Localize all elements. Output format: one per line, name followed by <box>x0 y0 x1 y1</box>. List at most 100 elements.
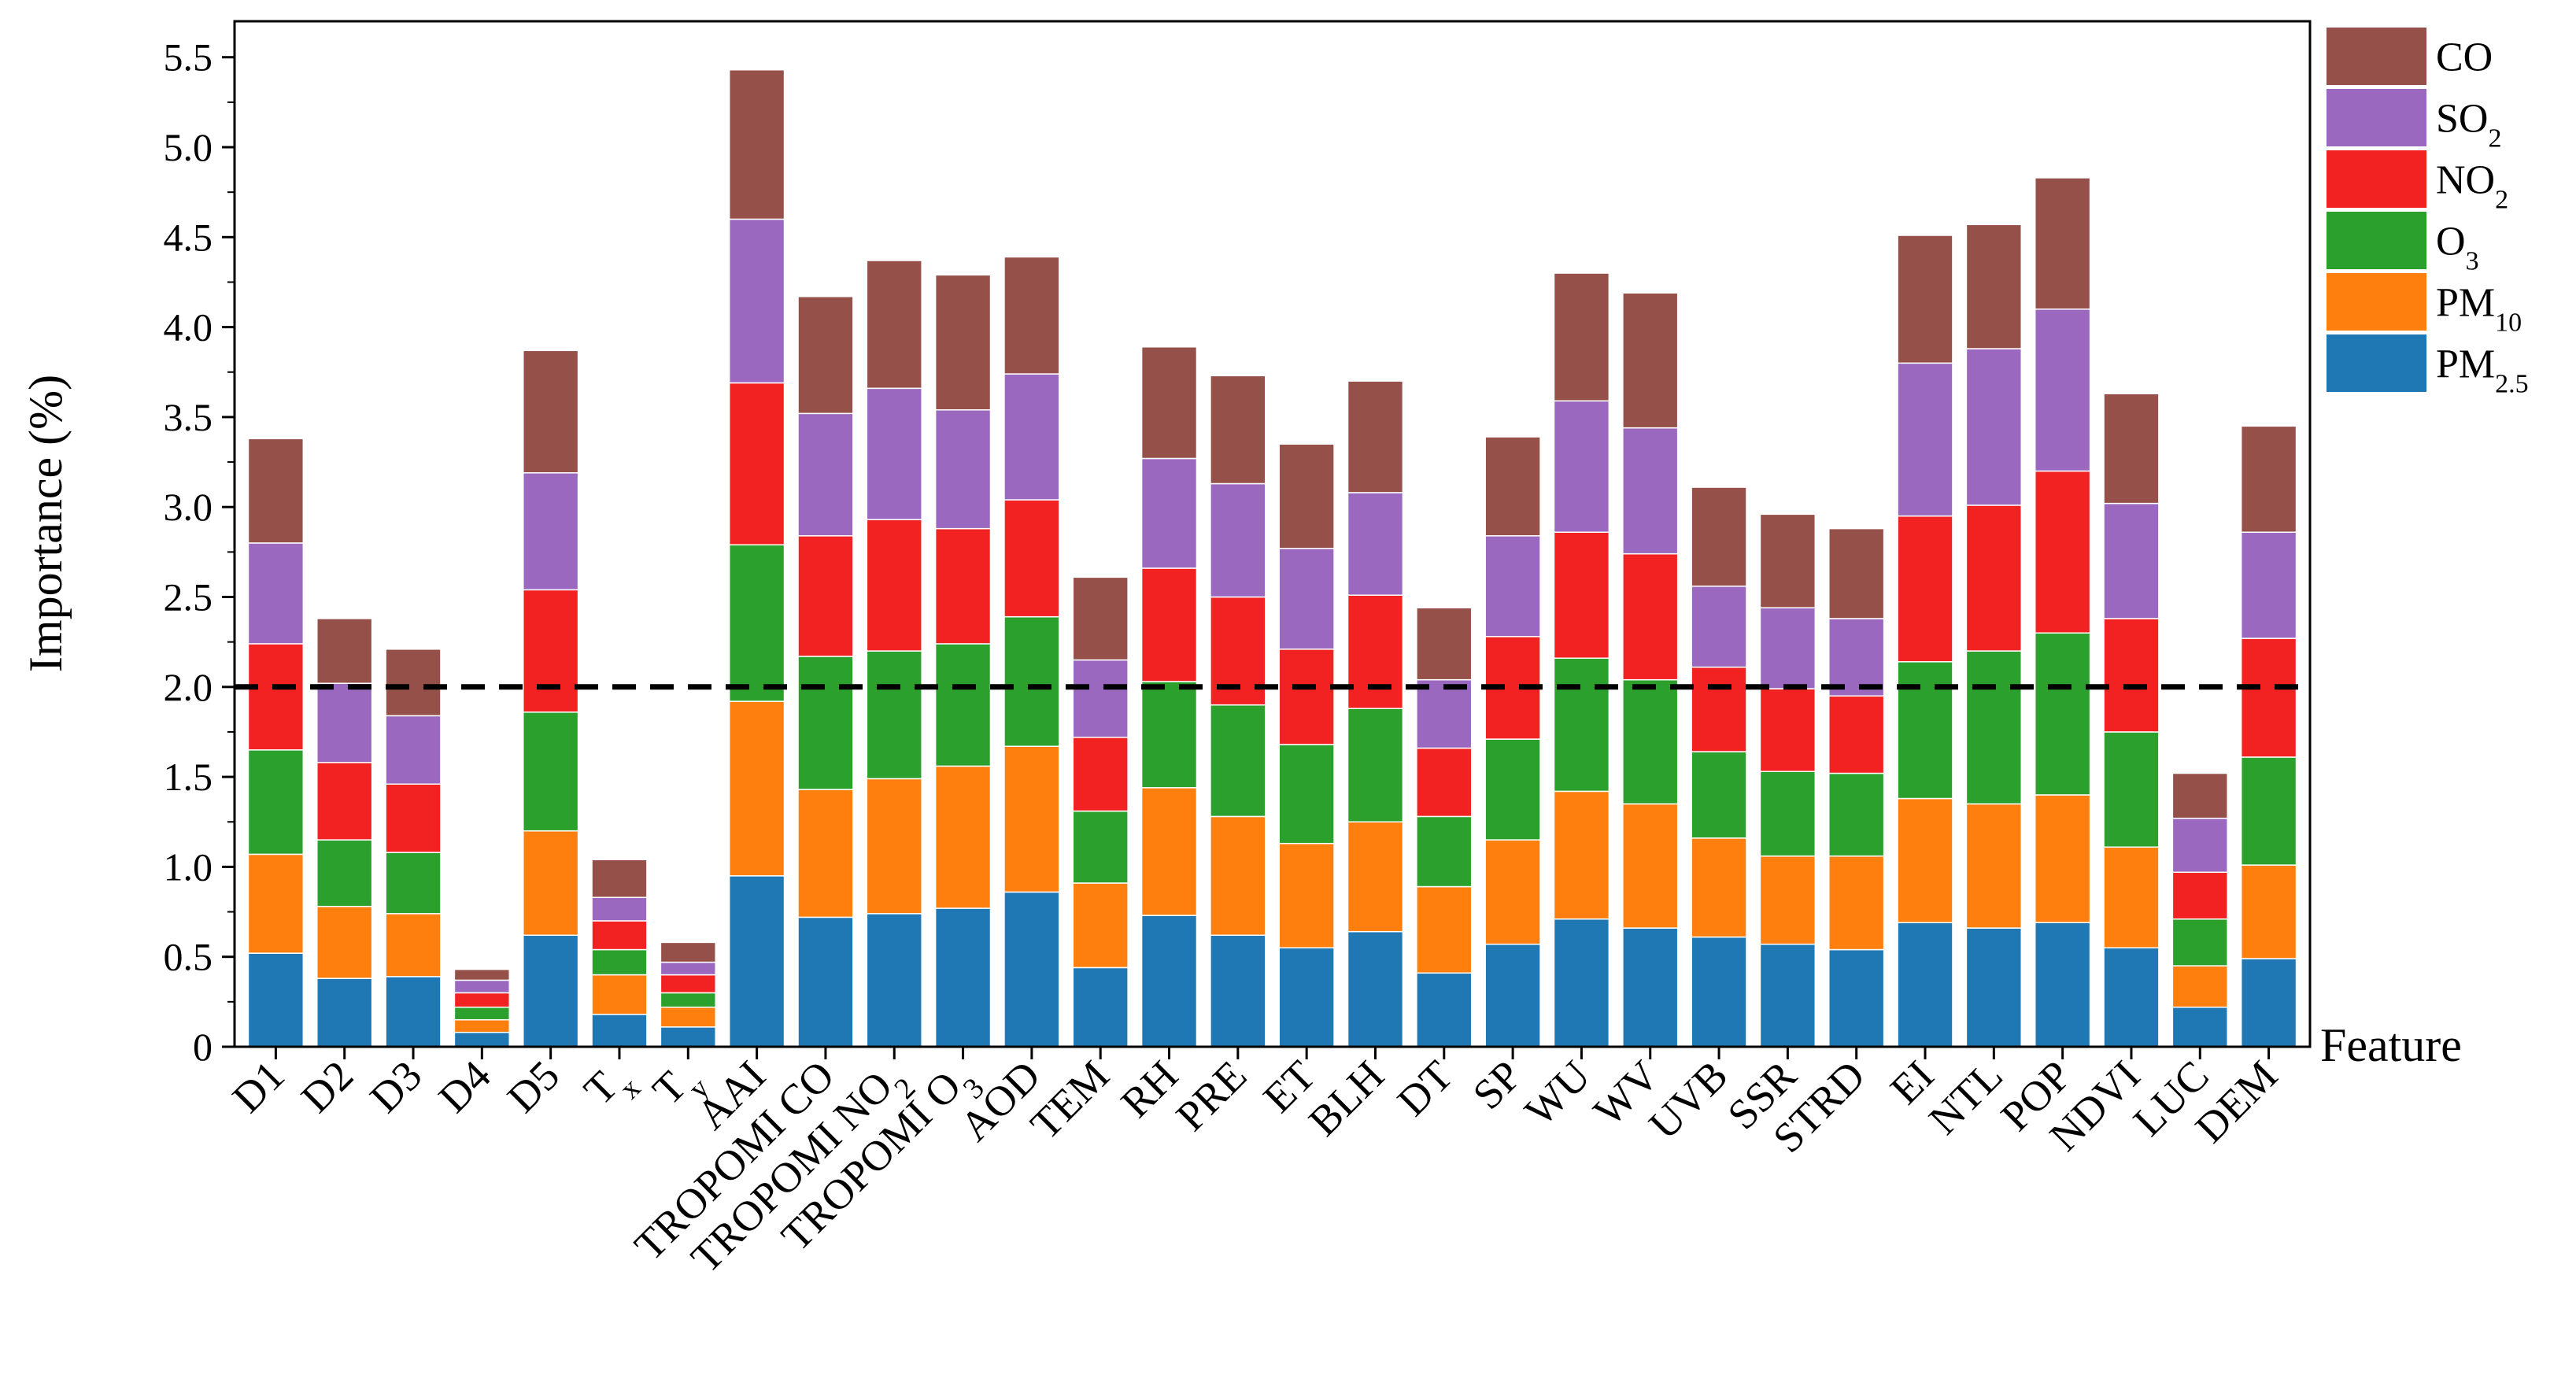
x-tick-label: TEM <box>1022 1051 1118 1148</box>
bar-segment <box>1691 751 1747 839</box>
bar-segment <box>1347 930 1404 1048</box>
bar-segment <box>1003 373 1060 501</box>
legend-entry: NO2 <box>2327 150 2508 214</box>
bar-stack <box>385 649 442 1048</box>
bar-segment <box>660 961 716 976</box>
bar-segment <box>2240 756 2297 866</box>
bar-segment <box>1897 235 1953 364</box>
legend-entry: PM2.5 <box>2327 334 2529 398</box>
legend-swatch <box>2327 28 2426 85</box>
x-tick-label: D3 <box>360 1051 431 1122</box>
x-tick-label: DEM <box>2186 1051 2286 1151</box>
y-tick-label: 5.0 <box>164 125 213 169</box>
bar-segment <box>1759 943 1817 1048</box>
bar-segment <box>522 349 579 474</box>
x-tick-label: WU <box>1516 1051 1599 1135</box>
y-tick-label: 1.5 <box>164 755 213 799</box>
bar-segment <box>934 527 992 645</box>
x-tick-label: BLH <box>1299 1051 1393 1145</box>
bar-segment <box>591 920 648 951</box>
bar-segment <box>522 589 579 713</box>
bar-segment <box>1416 678 1473 749</box>
bar-segment <box>453 1006 511 1021</box>
bar-stack <box>1828 527 1885 1048</box>
bar-segment <box>1828 948 1885 1048</box>
bar-segment <box>1553 400 1610 533</box>
bar-segment <box>934 907 992 1048</box>
bar-segment <box>522 830 579 937</box>
y-tick-label: 0 <box>193 1025 213 1069</box>
legend-entry: CO <box>2327 28 2493 85</box>
bar-segment <box>2103 947 2160 1048</box>
bar-segment <box>866 913 922 1048</box>
bars-layer <box>247 68 2297 1048</box>
bar-segment <box>2240 864 2297 959</box>
bar-segment <box>2240 638 2297 758</box>
bar-segment <box>1691 666 1747 752</box>
x-tick-label: DT <box>1388 1051 1462 1125</box>
bar-segment <box>1759 855 1817 945</box>
bar-segment <box>1828 855 1885 951</box>
bar-stack <box>1416 607 1473 1048</box>
bar-stack <box>2103 393 2160 1048</box>
bar-segment <box>1622 427 1679 555</box>
bar-segment <box>2171 1006 2228 1048</box>
bar-segment <box>797 412 854 537</box>
bar-segment <box>934 274 992 411</box>
bar-segment <box>2171 817 2228 874</box>
bar-segment <box>1897 362 1953 517</box>
bar-stack <box>2171 772 2228 1048</box>
bar-segment <box>2034 177 2091 310</box>
bar-segment <box>1622 292 1679 429</box>
bar-stack <box>1965 224 2023 1048</box>
bar-stack <box>591 859 648 1048</box>
legend-swatch <box>2327 212 2426 269</box>
bar-segment <box>1210 375 1266 485</box>
bar-segment <box>934 409 992 530</box>
bar-segment <box>1347 594 1404 709</box>
bar-segment <box>1553 918 1610 1048</box>
bar-segment <box>1416 815 1473 888</box>
bar-segment <box>1691 936 1747 1048</box>
bar-segment <box>385 913 442 978</box>
bar-stack <box>1210 375 1266 1048</box>
bar-segment <box>1828 527 1885 619</box>
bar-stack <box>934 274 992 1048</box>
bar-segment <box>1416 747 1473 818</box>
bar-segment <box>1691 586 1747 668</box>
bar-segment <box>2034 922 2091 1048</box>
bar-segment <box>1003 891 1060 1048</box>
legend-label: PM2.5 <box>2436 342 2529 399</box>
bar-segment <box>316 762 373 841</box>
bar-segment <box>1210 482 1266 598</box>
legend-label: SO2 <box>2436 97 2501 153</box>
bar-segment <box>591 948 648 976</box>
bar-segment <box>522 472 579 591</box>
bar-segment <box>1897 797 1953 924</box>
bar-segment <box>660 992 716 1008</box>
legend-swatch <box>2327 89 2426 146</box>
y-tick-label: 4.5 <box>164 215 213 259</box>
bar-stack <box>1140 346 1198 1048</box>
bar-segment <box>1072 966 1129 1048</box>
x-tick-label: UVB <box>1640 1051 1737 1148</box>
legend-label: CO <box>2436 35 2493 80</box>
bar-segment <box>2103 393 2160 504</box>
bar-segment <box>1897 922 1953 1048</box>
bar-stack <box>1484 436 1541 1048</box>
legend-entry: O3 <box>2327 212 2479 275</box>
bar-stack <box>660 941 716 1048</box>
y-tick-label: 0.5 <box>164 935 213 979</box>
bar-segment <box>1553 531 1610 659</box>
bar-segment <box>1072 737 1129 812</box>
bar-segment <box>1347 380 1404 493</box>
legend-swatch <box>2327 273 2426 331</box>
bar-segment <box>591 896 648 922</box>
bar-segment <box>1278 548 1335 650</box>
bar-segment <box>797 916 854 1048</box>
bar-segment <box>247 749 305 856</box>
bar-segment <box>1965 224 2023 349</box>
bar-segment <box>1278 443 1335 549</box>
